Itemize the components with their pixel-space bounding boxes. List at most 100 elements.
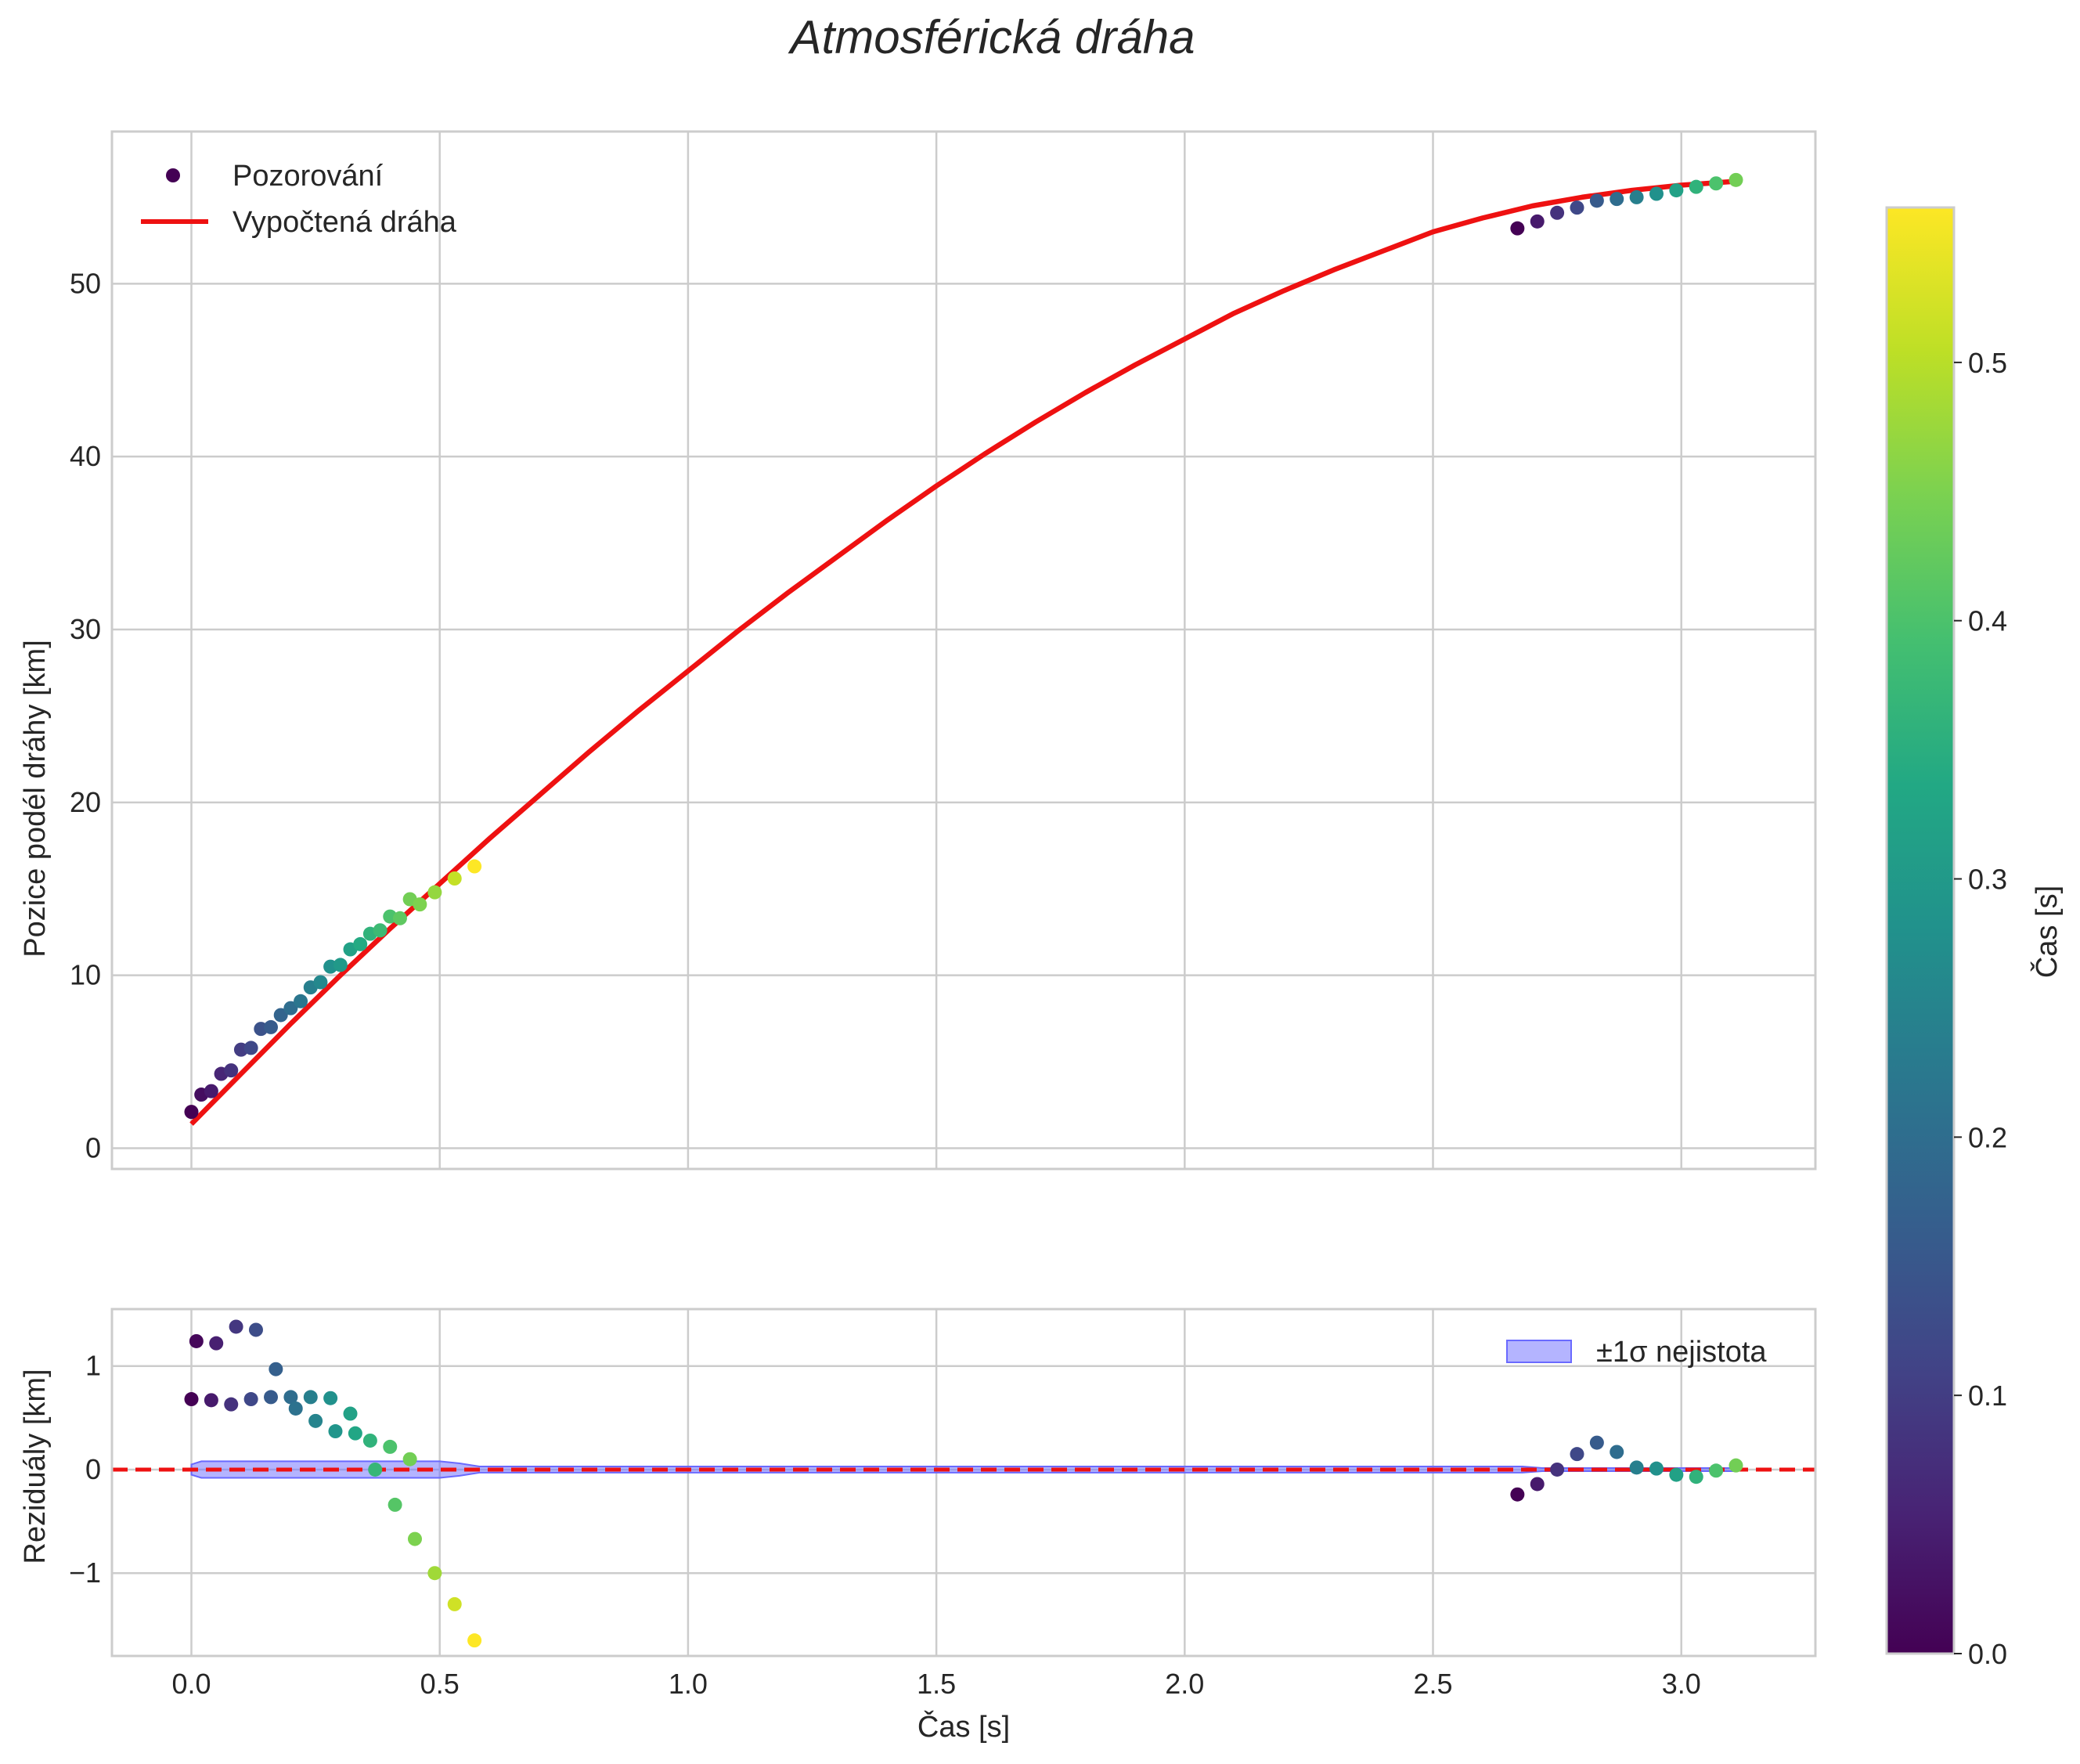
observation-point [1649, 186, 1664, 201]
top-y-tick-label: 30 [70, 613, 101, 645]
residual-point [343, 1406, 358, 1421]
colorbar-tick-label: 0.3 [1968, 864, 2007, 896]
bottom-y-axis-label: Reziduály [km] [19, 1369, 52, 1564]
residual-point [1689, 1470, 1703, 1484]
bottom-legend: ±1σ nejistota [1506, 1336, 1767, 1369]
residual-point [402, 1452, 417, 1466]
residual-point [348, 1426, 362, 1441]
residual-point [1729, 1458, 1743, 1473]
colorbar-tick-label: 0.0 [1968, 1638, 2007, 1670]
observation-point [313, 975, 328, 990]
colorbar-tick-label: 0.1 [1968, 1380, 2007, 1412]
observation-point [373, 923, 388, 938]
residual-point [264, 1390, 279, 1405]
observation-point [264, 1019, 279, 1034]
top-legend: Pozorování Vypočtená dráha [141, 160, 457, 239]
residual-point [184, 1392, 199, 1407]
residual-point [204, 1393, 218, 1408]
x-tick-label: 0.0 [171, 1668, 211, 1700]
top-plot: 0 10 20 30 40 50 Pozice podél dráhy [km] Pozo… [19, 130, 1817, 1171]
observation-point [447, 871, 462, 886]
residual-point [1629, 1460, 1644, 1475]
colorbar-tick-label: 0.5 [1968, 347, 2007, 379]
top-y-tick-label: 20 [70, 786, 101, 818]
residual-point [308, 1413, 323, 1428]
residual-point [362, 1433, 377, 1448]
top-y-tick-label: 50 [70, 267, 101, 299]
residual-point [1669, 1467, 1684, 1482]
residual-point [248, 1322, 263, 1337]
fit-curve-layer [189, 179, 1732, 1126]
observation-point [1530, 214, 1545, 229]
fit-curve-line [189, 179, 1732, 1126]
residual-point [189, 1333, 204, 1348]
observation-point [283, 1001, 298, 1015]
colorbar-label: Čas [s] [2029, 886, 2064, 978]
residual-point [1610, 1445, 1624, 1459]
top-y-tick-label: 10 [70, 959, 101, 991]
observation-point [1550, 205, 1565, 220]
residual-point [303, 1390, 318, 1405]
residual-point [1530, 1477, 1545, 1492]
observation-points [184, 172, 1743, 1120]
observation-point [1729, 172, 1743, 187]
x-tick-label: 0.5 [420, 1668, 460, 1700]
residual-point [1510, 1487, 1525, 1502]
residual-point [283, 1390, 298, 1405]
top-y-axis-label: Pozice podél dráhy [km] [19, 640, 52, 958]
residual-point [288, 1401, 303, 1416]
observation-point [1510, 221, 1525, 236]
top-tick-labels: 0 10 20 30 40 50 [70, 267, 101, 1163]
observation-point [224, 1063, 239, 1078]
residual-point [368, 1462, 383, 1477]
observation-point [1570, 200, 1584, 215]
colorbar-tick-label: 0.4 [1968, 605, 2007, 637]
residual-point [427, 1566, 442, 1581]
observation-point [294, 994, 308, 1008]
bottom-plot-frame [110, 1308, 1817, 1658]
observation-point [1669, 183, 1684, 198]
observation-point [1629, 189, 1644, 204]
residual-point [323, 1391, 338, 1405]
residual-point [447, 1596, 462, 1611]
residual-point [269, 1362, 283, 1376]
residual-point [209, 1336, 224, 1351]
observation-point [1589, 193, 1604, 208]
residual-point [224, 1397, 239, 1412]
bottom-tick-labels: 0.0 0.5 1.0 1.5 2.0 2.5 3.0 −1 0 1 [69, 1350, 1701, 1700]
observation-point [427, 885, 442, 900]
x-tick-label: 2.0 [1165, 1668, 1204, 1700]
residual-point [1550, 1462, 1565, 1477]
observation-point [273, 1008, 288, 1023]
observation-point [413, 897, 427, 912]
x-tick-label: 1.5 [917, 1668, 956, 1700]
x-axis-label: Čas [s] [917, 1709, 1010, 1744]
residual-point [243, 1392, 258, 1407]
observation-point [333, 958, 348, 972]
observation-point [1709, 176, 1724, 191]
residual-point [407, 1531, 422, 1546]
residual-point [1589, 1435, 1604, 1450]
residual-point [1649, 1461, 1664, 1476]
bottom-y-tick-label: −1 [69, 1557, 101, 1589]
observation-point [392, 911, 407, 925]
observation-point [184, 1105, 199, 1120]
observation-point [204, 1084, 218, 1098]
legend-band-swatch [1506, 1340, 1572, 1363]
residual-point [229, 1319, 243, 1334]
residual-point [467, 1633, 482, 1648]
residual-point [383, 1439, 398, 1454]
residual-point [1570, 1447, 1584, 1462]
residual-point [388, 1497, 402, 1512]
x-tick-label: 3.0 [1662, 1668, 1701, 1700]
bottom-y-tick-label: 1 [85, 1350, 101, 1382]
x-tick-label: 2.5 [1413, 1668, 1452, 1700]
colorbar-tick-label: 0.2 [1968, 1121, 2007, 1153]
residual-points [184, 1319, 1743, 1648]
top-gridlines [112, 132, 1815, 1169]
colorbar-tick-labels: 0.0 0.1 0.2 0.3 0.4 0.5 [1954, 347, 2007, 1670]
observation-point [1610, 192, 1624, 207]
chart-title: Atmosférická dráha [788, 11, 1195, 63]
